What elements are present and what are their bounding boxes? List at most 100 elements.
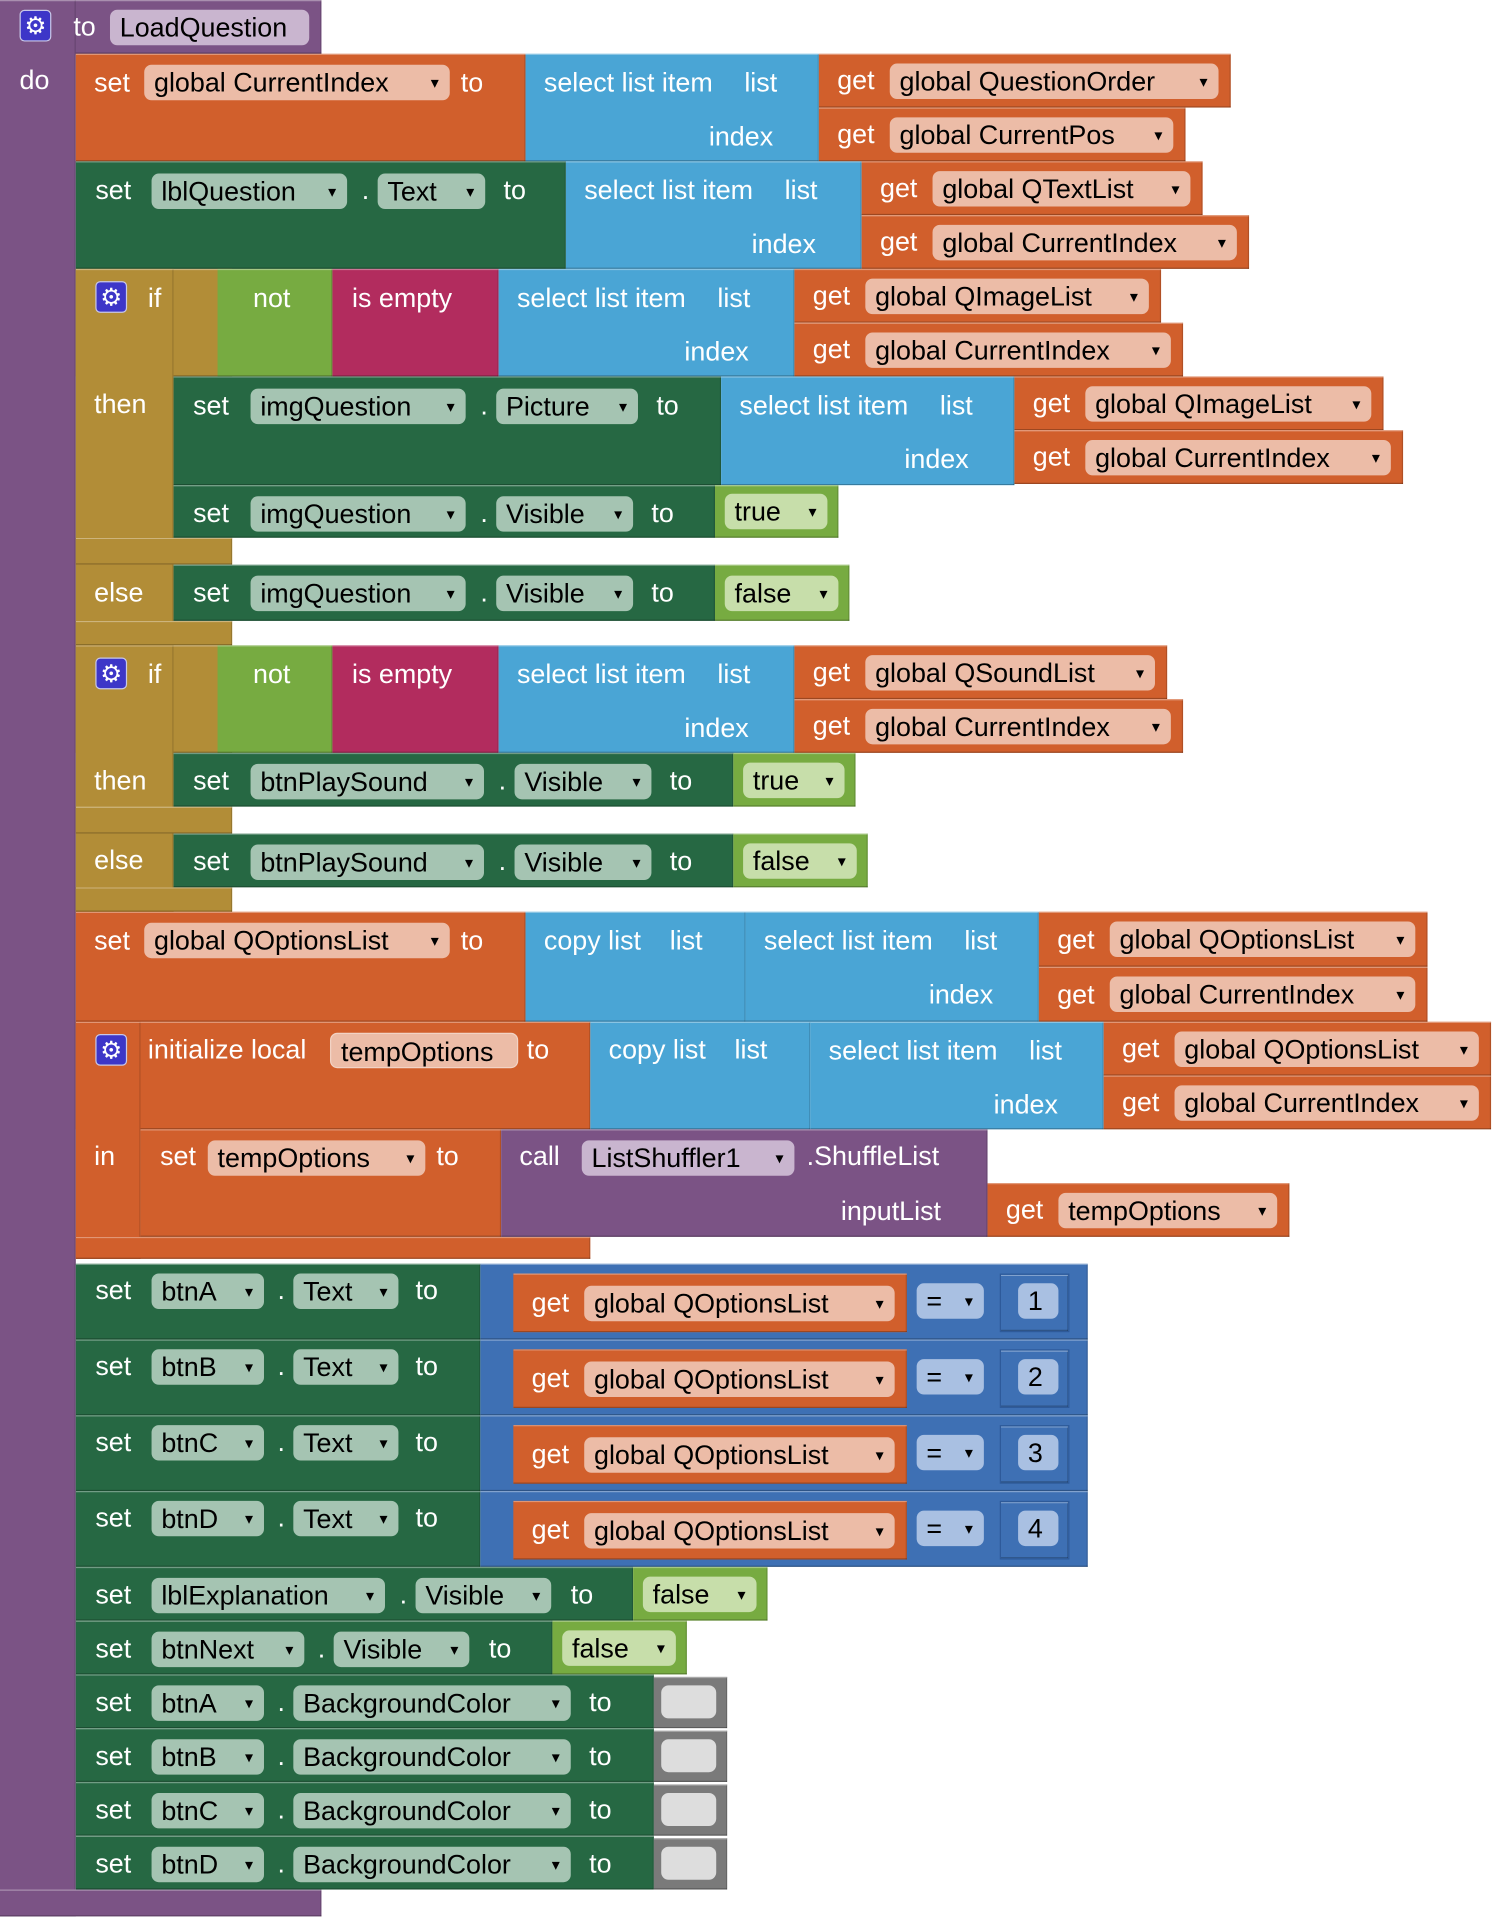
dropdown-arrow-icon[interactable]: ▾ <box>532 1586 541 1605</box>
color-swatch[interactable] <box>661 1792 717 1826</box>
dropdown-arrow-icon[interactable]: ▾ <box>825 770 834 789</box>
variable-dropdown[interactable]: global CurrentIndex ▾ <box>144 64 450 101</box>
dropdown-arrow-icon[interactable]: ▾ <box>614 504 623 524</box>
number-field[interactable]: 4 <box>1018 1510 1059 1547</box>
property-dropdown[interactable]: Visible ▾ <box>496 496 634 532</box>
dropdown-arrow-icon[interactable]: ▾ <box>1199 71 1208 90</box>
gear-icon[interactable]: ⚙ <box>95 1033 128 1066</box>
component-dropdown[interactable]: btnC ▾ <box>151 1792 264 1829</box>
select-list-item-block[interactable] <box>721 376 1015 486</box>
operator-dropdown[interactable]: = ▾ <box>916 1434 984 1471</box>
dropdown-arrow-icon[interactable]: ▾ <box>466 182 475 201</box>
dropdown-arrow-icon[interactable]: ▾ <box>551 1855 560 1874</box>
dropdown-arrow-icon[interactable]: ▾ <box>656 1638 665 1657</box>
dropdown-arrow-icon[interactable]: ▾ <box>245 1509 253 1528</box>
dropdown-arrow-icon[interactable]: ▾ <box>245 1855 253 1874</box>
boolean-dropdown[interactable]: false ▾ <box>743 842 857 879</box>
gear-icon[interactable]: ⚙ <box>19 9 52 42</box>
dropdown-arrow-icon[interactable]: ▾ <box>737 1584 746 1603</box>
dropdown-arrow-icon[interactable]: ▾ <box>1459 1039 1468 1058</box>
number-field[interactable]: 2 <box>1018 1359 1059 1395</box>
variable-dropdown[interactable]: global CurrentPos ▾ <box>889 116 1174 153</box>
dropdown-arrow-icon[interactable]: ▾ <box>1151 340 1160 359</box>
select-list-item-block[interactable] <box>525 53 819 162</box>
variable-dropdown[interactable]: global QOptionsList ▾ <box>584 1285 895 1321</box>
property-dropdown[interactable]: Text ▾ <box>293 1425 399 1461</box>
boolean-dropdown[interactable]: false ▾ <box>642 1576 757 1612</box>
variable-dropdown[interactable]: global CurrentIndex ▾ <box>865 331 1171 368</box>
number-field[interactable]: 1 <box>1018 1283 1059 1319</box>
property-dropdown[interactable]: BackgroundColor ▾ <box>293 1792 571 1829</box>
dropdown-arrow-icon[interactable]: ▾ <box>366 1586 374 1605</box>
dropdown-arrow-icon[interactable]: ▾ <box>875 1445 884 1464</box>
dropdown-arrow-icon[interactable]: ▾ <box>328 182 337 201</box>
dropdown-arrow-icon[interactable]: ▾ <box>245 1282 253 1301</box>
boolean-dropdown[interactable]: true ▾ <box>743 762 845 798</box>
dropdown-arrow-icon[interactable]: ▾ <box>964 1519 973 1538</box>
dropdown-arrow-icon[interactable]: ▾ <box>1154 125 1163 144</box>
dropdown-arrow-icon[interactable]: ▾ <box>875 1369 884 1388</box>
dropdown-arrow-icon[interactable]: ▾ <box>1371 447 1380 467</box>
variable-dropdown[interactable]: global CurrentIndex ▾ <box>1109 976 1416 1012</box>
not-block[interactable] <box>217 268 333 377</box>
select-list-item-block[interactable] <box>498 268 795 377</box>
variable-dropdown[interactable]: global QOptionsList ▾ <box>144 922 450 959</box>
property-dropdown[interactable]: Text ▾ <box>377 173 486 209</box>
variable-dropdown[interactable]: tempOptions ▾ <box>1058 1192 1278 1228</box>
if-block-footer[interactable] <box>75 620 233 646</box>
component-dropdown[interactable]: imgQuestion ▾ <box>250 575 466 612</box>
gear-icon[interactable]: ⚙ <box>95 657 128 690</box>
component-dropdown[interactable]: btnB ▾ <box>151 1349 264 1385</box>
dropdown-arrow-icon[interactable]: ▾ <box>1396 985 1405 1004</box>
variable-dropdown[interactable]: global QOptionsList ▾ <box>584 1360 895 1397</box>
dropdown-arrow-icon[interactable]: ▾ <box>632 772 641 791</box>
dropdown-arrow-icon[interactable]: ▾ <box>1129 286 1138 305</box>
dropdown-arrow-icon[interactable]: ▾ <box>379 1357 388 1377</box>
dropdown-arrow-icon[interactable]: ▾ <box>245 1747 253 1767</box>
property-dropdown[interactable]: BackgroundColor ▾ <box>293 1685 571 1721</box>
dropdown-arrow-icon[interactable]: ▾ <box>450 1640 459 1659</box>
dropdown-arrow-icon[interactable]: ▾ <box>619 397 627 416</box>
dropdown-arrow-icon[interactable]: ▾ <box>379 1509 388 1528</box>
procedure-footer[interactable] <box>0 1889 322 1917</box>
component-dropdown[interactable]: lblQuestion ▾ <box>151 173 348 209</box>
is-empty-block[interactable] <box>332 645 499 753</box>
dropdown-arrow-icon[interactable]: ▾ <box>245 1357 253 1377</box>
dropdown-arrow-icon[interactable]: ▾ <box>406 1148 415 1168</box>
set-component-property-block[interactable] <box>75 1415 481 1492</box>
property-dropdown[interactable]: BackgroundColor ▾ <box>293 1846 571 1883</box>
dropdown-arrow-icon[interactable]: ▾ <box>551 1747 560 1767</box>
dropdown-arrow-icon[interactable]: ▾ <box>551 1693 560 1713</box>
dropdown-arrow-icon[interactable]: ▾ <box>875 1293 884 1313</box>
local-name-field[interactable]: tempOptions <box>329 1032 519 1069</box>
variable-dropdown[interactable]: global QOptionsList ▾ <box>584 1512 895 1548</box>
dropdown-arrow-icon[interactable]: ▾ <box>964 1291 973 1311</box>
variable-dropdown[interactable]: global QSoundList ▾ <box>865 654 1155 690</box>
if-block-arm[interactable] <box>75 537 233 565</box>
dropdown-arrow-icon[interactable]: ▾ <box>245 1693 253 1713</box>
variable-dropdown[interactable]: global QOptionsList ▾ <box>584 1436 895 1473</box>
dropdown-arrow-icon[interactable]: ▾ <box>964 1367 973 1386</box>
boolean-dropdown[interactable]: true ▾ <box>724 493 828 530</box>
component-dropdown[interactable]: btnD ▾ <box>151 1846 264 1883</box>
dropdown-arrow-icon[interactable]: ▾ <box>379 1433 388 1452</box>
property-dropdown[interactable]: BackgroundColor ▾ <box>293 1739 571 1775</box>
variable-dropdown[interactable]: tempOptions ▾ <box>207 1140 426 1176</box>
dropdown-arrow-icon[interactable]: ▾ <box>964 1443 973 1462</box>
variable-dropdown[interactable]: global CurrentIndex ▾ <box>932 224 1237 260</box>
dropdown-arrow-icon[interactable]: ▾ <box>245 1801 253 1820</box>
operator-dropdown[interactable]: = ▾ <box>916 1510 984 1547</box>
gear-icon[interactable]: ⚙ <box>95 281 128 313</box>
dropdown-arrow-icon[interactable]: ▾ <box>465 772 473 791</box>
dropdown-arrow-icon[interactable]: ▾ <box>446 584 455 603</box>
dropdown-arrow-icon[interactable]: ▾ <box>285 1640 294 1659</box>
component-dropdown[interactable]: btnD ▾ <box>151 1500 264 1537</box>
dropdown-arrow-icon[interactable]: ▾ <box>430 73 439 92</box>
property-dropdown[interactable]: Visible ▾ <box>514 844 652 880</box>
dropdown-arrow-icon[interactable]: ▾ <box>446 397 455 416</box>
property-dropdown[interactable]: Visible ▾ <box>333 1631 470 1668</box>
variable-dropdown[interactable]: global CurrentIndex ▾ <box>1174 1084 1479 1121</box>
dropdown-arrow-icon[interactable]: ▾ <box>446 504 455 524</box>
if-block-spine[interactable] <box>75 645 174 912</box>
property-dropdown[interactable]: Picture ▾ <box>496 388 638 425</box>
